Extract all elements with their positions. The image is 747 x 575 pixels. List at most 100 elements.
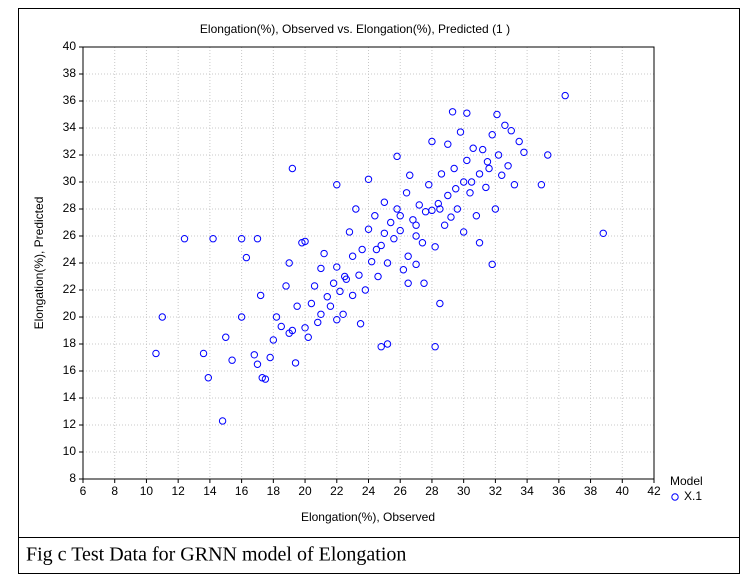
point [152, 349, 160, 358]
point [402, 189, 411, 197]
point [242, 253, 251, 262]
point [204, 374, 213, 382]
point [463, 109, 471, 117]
point [314, 318, 322, 327]
y-axis-label: Elongation(%), Predicted [32, 197, 46, 330]
point [291, 359, 300, 367]
point [544, 151, 552, 159]
point [428, 206, 436, 215]
point [158, 313, 167, 321]
point [326, 302, 335, 310]
point [501, 121, 509, 130]
point [356, 320, 365, 328]
point [269, 336, 278, 344]
x-tick-label: 28 [425, 484, 439, 498]
plot-frame [82, 46, 655, 480]
point [494, 151, 503, 159]
x-tick-label: 38 [584, 484, 598, 498]
point [348, 291, 357, 300]
point [218, 417, 227, 425]
point [317, 310, 325, 318]
point [393, 152, 401, 161]
point [507, 127, 515, 135]
point [409, 216, 417, 224]
y-tick-label: 38 [63, 66, 77, 80]
point [367, 257, 376, 266]
point [515, 137, 523, 146]
x-tick-label: 10 [140, 484, 154, 498]
point [393, 205, 401, 213]
point [415, 201, 423, 209]
point [488, 260, 496, 269]
point [317, 264, 325, 273]
y-tick-label: 16 [63, 363, 77, 377]
point [333, 263, 341, 271]
point [404, 252, 412, 260]
y-tick-label: 18 [63, 336, 77, 350]
point [253, 360, 262, 368]
y-tick-label: 26 [63, 228, 77, 242]
point [345, 228, 354, 236]
x-tick-label: 22 [330, 484, 344, 498]
point [333, 181, 341, 189]
point [261, 375, 270, 383]
point [304, 333, 312, 341]
point [431, 243, 439, 251]
x-axis-label: Elongation(%), Observed [301, 510, 435, 524]
point [222, 333, 230, 341]
point [404, 279, 412, 287]
point [483, 158, 492, 166]
point [377, 241, 385, 250]
point [339, 310, 347, 318]
legend-label: X.1 [684, 489, 702, 503]
point [253, 235, 262, 243]
point [329, 279, 338, 287]
point [237, 313, 246, 321]
point [475, 170, 484, 178]
point [396, 212, 404, 220]
point [504, 162, 512, 170]
x-tick-label: 12 [171, 484, 185, 498]
point [293, 302, 301, 310]
y-tick-label: 28 [63, 201, 77, 215]
point [374, 272, 382, 281]
point [199, 349, 208, 358]
point [364, 225, 373, 233]
x-tick-label: 16 [235, 484, 249, 498]
point [348, 252, 357, 260]
point [437, 170, 446, 178]
x-tick-label: 18 [267, 484, 281, 498]
point [498, 171, 506, 179]
point [390, 235, 398, 243]
point [520, 148, 528, 157]
point [493, 110, 501, 119]
point [412, 260, 420, 269]
point [485, 164, 493, 173]
point [406, 171, 414, 179]
y-tick-label: 40 [63, 39, 77, 53]
point [472, 212, 481, 220]
point [228, 356, 236, 364]
point [310, 282, 319, 290]
point [288, 164, 297, 173]
point [440, 221, 449, 229]
point [301, 237, 309, 246]
point [561, 91, 569, 100]
point [333, 316, 341, 324]
point [425, 181, 433, 189]
point [444, 191, 452, 200]
point [448, 108, 457, 116]
y-tick-label: 20 [63, 309, 77, 323]
x-tick-label: 34 [520, 484, 534, 498]
point [380, 229, 389, 238]
point [453, 205, 462, 213]
point [466, 189, 474, 197]
x-tick-label: 20 [298, 484, 312, 498]
point [463, 156, 471, 165]
point [491, 205, 500, 213]
point [431, 343, 439, 351]
point [372, 245, 381, 254]
point [307, 299, 316, 308]
point [364, 175, 373, 184]
